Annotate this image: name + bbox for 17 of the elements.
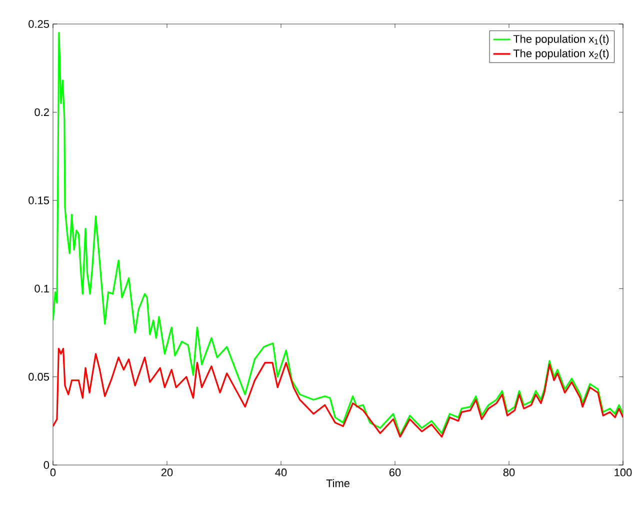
line-series [53,32,624,436]
legend-label: The population x$_{1}$(t) [513,34,609,45]
y-tick-label: 0.25 [28,20,50,28]
x-tick-label: 0 [50,468,56,476]
y-tick-label: 0.2 [34,108,49,116]
x-axis-title: Time [326,479,350,488]
x-tick-label: 60 [389,468,401,476]
y-tick-label: 0.1 [34,284,49,292]
x-tick-label: 40 [275,468,287,476]
legend-label: The population x$_{2}$(t) [513,49,609,60]
x-tick-label: 80 [503,468,515,476]
y-tick-label: 0.15 [28,196,50,204]
y-tick-label: 0.05 [28,372,50,381]
y-tick-label: 0 [44,461,50,469]
line-series [53,348,624,438]
x-tick-label: 20 [161,468,173,476]
x-tick-label: 100 [614,468,632,476]
